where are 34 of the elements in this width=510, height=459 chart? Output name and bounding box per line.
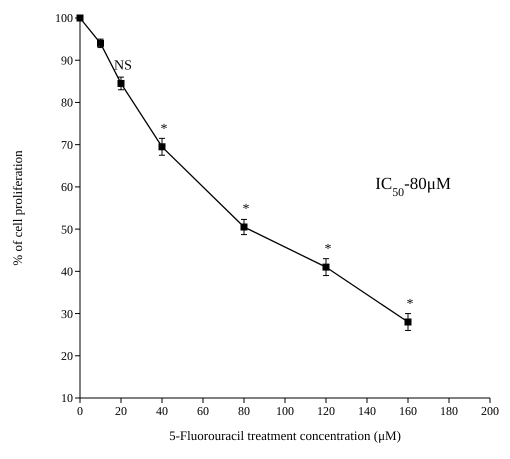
x-tick-label: 100 bbox=[276, 404, 294, 418]
annotation: IC$_{50}$-80μM bbox=[375, 174, 451, 199]
x-tick-label: 60 bbox=[197, 404, 209, 418]
point bbox=[404, 318, 412, 326]
annotation: * bbox=[242, 202, 250, 217]
y-tick-label: 90 bbox=[61, 53, 73, 68]
annotation: NS bbox=[114, 58, 132, 74]
x-tick-label: 0 bbox=[77, 404, 83, 418]
y-tick-label: 10 bbox=[61, 391, 73, 406]
x-axis-title: 5-Fluorouracil treatment concentration (μM) bbox=[169, 428, 401, 443]
y-tick-label: 30 bbox=[61, 306, 73, 321]
x-tick-label: 40 bbox=[156, 404, 168, 418]
point bbox=[118, 80, 124, 87]
x-tick-label: 80 bbox=[238, 404, 250, 418]
x-tick-label: 200 bbox=[481, 404, 499, 418]
annotation: * bbox=[324, 242, 332, 258]
y-tick-label: 100 bbox=[55, 11, 73, 26]
annotation: * bbox=[406, 297, 414, 312]
x-tick-label: 120 bbox=[317, 404, 335, 418]
x-tick-label: 140 bbox=[358, 404, 376, 418]
point bbox=[240, 224, 248, 230]
y-tick-label: 60 bbox=[61, 180, 73, 194]
point bbox=[322, 264, 330, 271]
y-tick-label: 40 bbox=[61, 264, 73, 279]
x-tick-label: 20 bbox=[115, 404, 127, 418]
y-tick-label: 50 bbox=[61, 222, 73, 236]
x-tick-label: 180 bbox=[440, 404, 458, 418]
y-tick-label: 20 bbox=[61, 348, 73, 363]
y-axis-title: % of cell proliferation bbox=[10, 150, 25, 266]
point bbox=[158, 143, 166, 150]
x-tick-label: 160 bbox=[399, 404, 417, 418]
annotation: * bbox=[160, 122, 168, 137]
y-tick-label: 70 bbox=[61, 138, 73, 152]
y-tick-label: 80 bbox=[61, 96, 73, 110]
